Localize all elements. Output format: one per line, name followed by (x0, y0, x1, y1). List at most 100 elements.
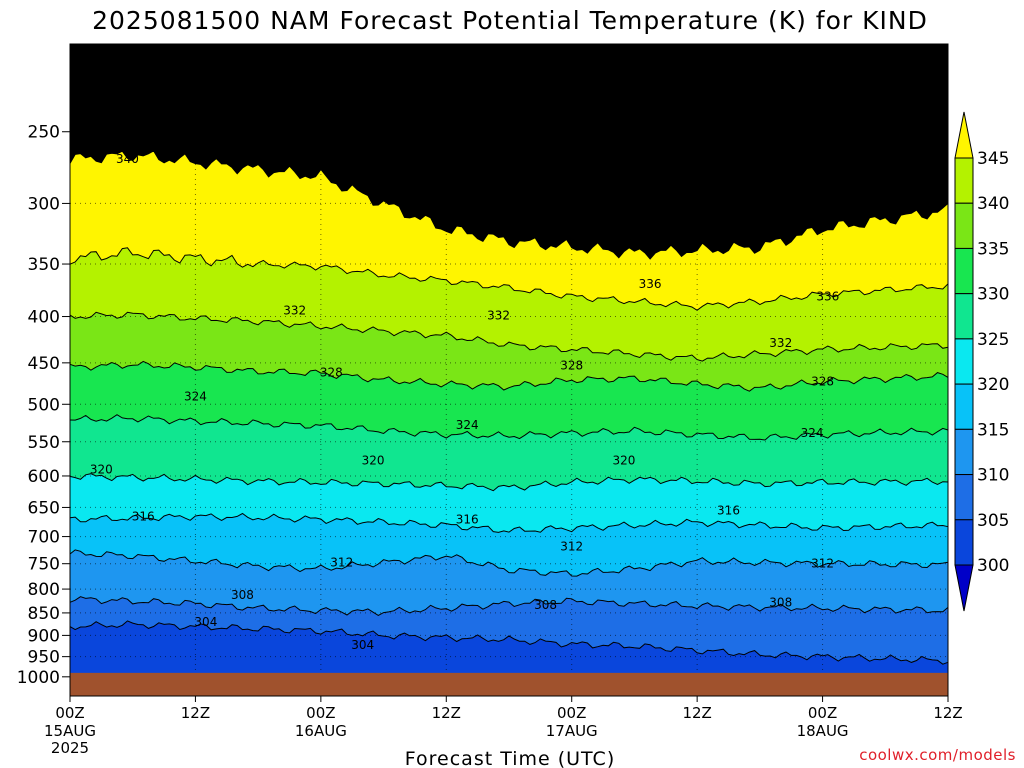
y-tick-label: 700 (28, 528, 60, 548)
x-tick-date: 18AUG (797, 722, 849, 740)
contour-label: 308 (769, 596, 792, 610)
y-tick-label: 550 (28, 433, 60, 453)
y-tick-label: 800 (28, 580, 60, 600)
x-tick-label: 12Z (181, 704, 210, 722)
x-tick-date: 17AUG (546, 722, 598, 740)
x-tick-label: 12Z (432, 704, 461, 722)
contour-label: 308 (534, 598, 557, 612)
colorbar-band (954, 519, 974, 566)
contour-label: 316 (132, 509, 155, 523)
colorbar-band (954, 247, 974, 295)
contour-label: 320 (90, 462, 113, 476)
chart-title: 2025081500 NAM Forecast Potential Temper… (92, 6, 928, 35)
isentrope-contours (69, 47, 949, 665)
contour-label: 324 (456, 418, 479, 432)
contour-308 (69, 596, 949, 616)
contour-labels: 344 340 344 340 336 336 332 332 332 328 328 328 324 3… (90, 49, 839, 652)
contour-328 (69, 360, 949, 392)
contour-label: 304 (194, 615, 217, 629)
y-tick-label: 450 (28, 354, 60, 374)
contour-label: 344 (790, 164, 813, 178)
y-tick-label: 300 (28, 194, 60, 214)
colorbar-band (954, 383, 974, 430)
band-above-344 (70, 44, 948, 175)
x-tick-label: 12Z (933, 704, 962, 722)
contour-label: 328 (811, 375, 834, 389)
y-tick-label: 950 (28, 648, 60, 668)
contour-332 (69, 311, 949, 362)
contour-label: 340 (623, 227, 646, 241)
contour-label: 312 (811, 557, 834, 571)
colorbar-band (954, 293, 974, 340)
x-tick-label: 00Z (55, 704, 84, 722)
y-tick-label: 500 (28, 395, 60, 415)
colorbar-label: 335 (977, 239, 1009, 259)
contour-320 (69, 473, 949, 492)
y-tick-label: 250 (28, 123, 60, 143)
colorbar-label: 315 (977, 420, 1009, 440)
contour-316 (69, 512, 949, 533)
surface-ground (70, 672, 948, 696)
contour-label: 344 (137, 49, 160, 63)
colorbar-arrow-bottom (954, 564, 974, 612)
x-tick-date: 16AUG (295, 722, 347, 740)
contour-324 (69, 414, 949, 441)
y-tick-label: 850 (28, 604, 60, 624)
colorbar-label: 325 (977, 330, 1009, 350)
color-bands (70, 44, 948, 696)
contour-344 (69, 47, 949, 176)
colorbar-band (954, 474, 974, 521)
colorbar-label: 320 (977, 375, 1009, 395)
colorbar-arrow-top (954, 111, 974, 159)
colorbar-label: 310 (977, 466, 1009, 486)
contour-340 (69, 150, 949, 260)
x-tick-label: 00Z (557, 704, 586, 722)
y-tick-label: 600 (28, 467, 60, 487)
colorbar-label: 345 (977, 149, 1009, 169)
plot-frame (69, 43, 949, 697)
contour-label: 332 (283, 304, 306, 318)
contour-label: 324 (184, 389, 207, 403)
colorbar-label: 300 (977, 556, 1009, 576)
x-tick-label: 00Z (306, 704, 335, 722)
contour-label: 336 (639, 277, 662, 291)
contour-label: 336 (816, 289, 839, 303)
colorbar-label: 340 (977, 194, 1009, 214)
contour-336 (69, 247, 949, 311)
contour-label: 308 (231, 588, 254, 602)
contour-312 (69, 549, 949, 577)
colorbar-band (954, 338, 974, 385)
contour-label: 316 (456, 512, 479, 526)
colorbar: 345 340 335 330 325 320 315 310 305 300 (954, 111, 1009, 612)
x-axis-label: Forecast Time (UTC) (405, 748, 615, 768)
contour-label: 340 (116, 152, 139, 166)
contour-label: 328 (320, 365, 343, 379)
x-tick-label: 12Z (682, 704, 711, 722)
y-tick-label: 400 (28, 308, 60, 328)
contour-label: 320 (613, 454, 636, 468)
credit-text: coolwx.com/models (859, 746, 1016, 764)
colorbar-band (954, 157, 974, 204)
y-tick-label: 900 (28, 626, 60, 646)
colorbar-label: 305 (977, 511, 1009, 531)
y-axis-ticks: 2503003504004505005506006507007508008509… (17, 123, 70, 688)
y-tick-label: 350 (28, 255, 60, 275)
contour-label: 320 (362, 454, 385, 468)
contour-label: 332 (487, 309, 510, 323)
contour-304 (69, 620, 949, 665)
contour-label: 312 (560, 540, 583, 554)
colorbar-band (954, 202, 974, 249)
colorbar-band (954, 428, 974, 476)
x-tick-date: 15AUG (44, 722, 96, 740)
y-tick-label: 1000 (17, 668, 60, 688)
contour-label: 316 (717, 503, 740, 517)
contour-label: 304 (351, 638, 374, 652)
y-tick-label: 650 (28, 498, 60, 518)
contour-label: 324 (801, 426, 824, 440)
plot-area: 344 340 344 340 336 336 332 332 332 328 328 328 324 3… (69, 43, 949, 697)
contour-label: 312 (330, 556, 353, 570)
x-tick-year: 2025 (51, 739, 89, 757)
x-tick-label: 00Z (808, 704, 837, 722)
